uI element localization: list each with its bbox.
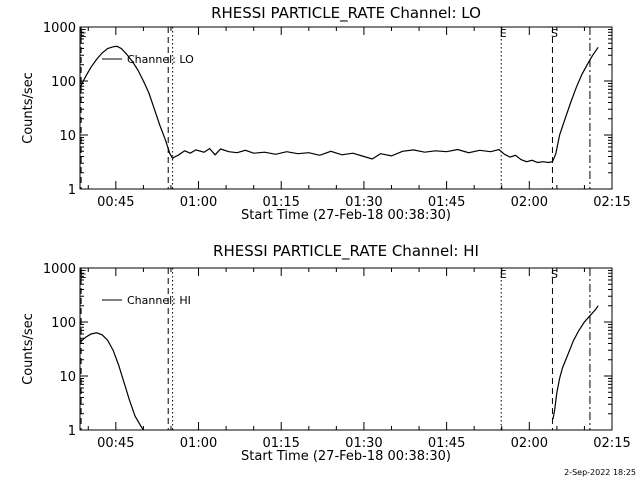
x-tick-label: 02:15 xyxy=(593,436,630,451)
x-tick-label: 01:45 xyxy=(428,436,465,451)
marker-label: S xyxy=(551,27,558,40)
x-tick-label: 01:00 xyxy=(180,436,217,451)
y-tick-label: 1 xyxy=(68,183,76,198)
plot-frame xyxy=(79,267,613,431)
y-tick-label: 10 xyxy=(59,370,76,385)
marker-label: E xyxy=(80,27,87,40)
x-tick-label: 02:00 xyxy=(511,436,548,451)
footer-timestamp: 2-Sep-2022 18:25 xyxy=(564,468,636,477)
y-tick-label: 100 xyxy=(51,316,76,331)
legend-label: Channel: HI xyxy=(127,294,191,307)
data-series-line-2 xyxy=(552,305,599,420)
x-tick-label: 02:15 xyxy=(593,195,630,210)
marker-label: E xyxy=(500,268,507,281)
legend-label: Channel: LO xyxy=(127,53,194,66)
x-tick-label: 01:15 xyxy=(262,195,299,210)
x-tick-label: 00:45 xyxy=(97,436,134,451)
chart-panel-2: RHESSI PARTICLE_RATE Channel: HI 1 10 100 10… xyxy=(21,242,631,464)
x-tick-label: 00:45 xyxy=(97,195,134,210)
data-series-line-1 xyxy=(79,45,599,164)
x-tick-label: 02:00 xyxy=(511,195,548,210)
y-tick-label: 10 xyxy=(59,129,76,144)
data-series-line-1 xyxy=(79,332,144,431)
y-tick-label: 1000 xyxy=(43,262,76,277)
y-tick-label: 1000 xyxy=(43,21,76,36)
chart-panel-1: RHESSI PARTICLE_RATE Channel: LO 1 10 100 10… xyxy=(21,4,631,223)
marker-label: E xyxy=(80,268,87,281)
x-tick-label: 01:45 xyxy=(428,195,465,210)
plot-frame xyxy=(79,26,613,190)
marker-label: E xyxy=(500,27,507,40)
x-axis-label: Start Time (27-Feb-18 00:38:30) xyxy=(241,449,451,464)
y-tick-label: 100 xyxy=(51,75,76,90)
y-axis-label: Counts/sec xyxy=(21,72,36,144)
y-tick-label: 1 xyxy=(68,424,76,439)
marker-label: S xyxy=(551,268,558,281)
x-axis-label: Start Time (27-Feb-18 00:38:30) xyxy=(241,208,451,223)
x-tick-label: 01:15 xyxy=(262,436,299,451)
y-axis-label: Counts/sec xyxy=(21,313,36,385)
x-tick-label: 01:30 xyxy=(345,436,382,451)
chart-title: RHESSI PARTICLE_RATE Channel: LO xyxy=(211,4,481,23)
x-tick-label: 01:30 xyxy=(345,195,382,210)
chart-title: RHESSI PARTICLE_RATE Channel: HI xyxy=(213,242,479,261)
x-tick-label: 01:00 xyxy=(180,195,217,210)
